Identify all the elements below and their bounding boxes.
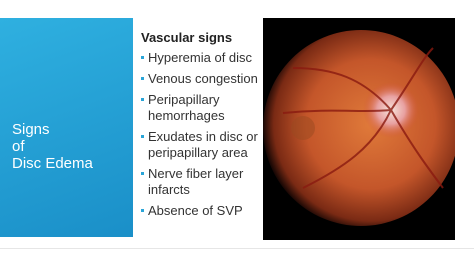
divider	[0, 248, 474, 249]
bullet-item: Nerve fiber layer infarcts	[141, 166, 265, 198]
side-title: Signs of Disc Edema	[12, 121, 93, 172]
bullet-item: Venous congestion	[141, 71, 265, 87]
heading: Vascular signs	[141, 30, 233, 45]
side-title-line: Disc Edema	[12, 155, 93, 172]
fundus-photo	[263, 18, 455, 240]
side-title-line: Signs	[12, 121, 50, 138]
bullet-list: Hyperemia of disc Venous congestion Peripa…	[141, 50, 265, 224]
bullet-item: Exudates in disc or peripapillary area	[141, 129, 265, 161]
bullet-item: Hyperemia of disc	[141, 50, 265, 66]
bullet-item: Peripapillary hemorrhages	[141, 92, 265, 124]
side-title-line: of	[12, 138, 25, 155]
side-panel: Signs of Disc Edema	[0, 18, 133, 237]
bullet-item: Absence of SVP	[141, 203, 265, 219]
